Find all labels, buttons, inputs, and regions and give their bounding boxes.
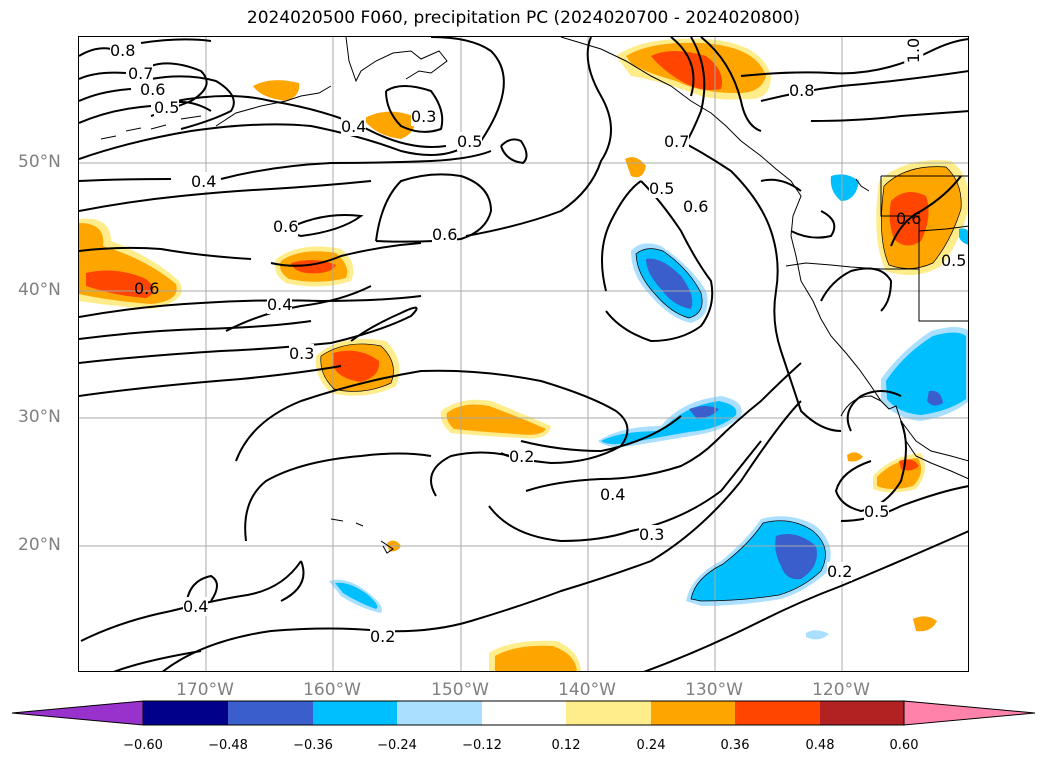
colorbar-seg (143, 701, 228, 725)
contour-label: 0.2 (370, 627, 396, 646)
contour-label: 0.3 (289, 344, 315, 363)
fill-136w-small (625, 157, 646, 178)
fill-128w-18n-strong (775, 533, 817, 580)
colorbar-seg (397, 701, 482, 725)
fill-socal-mid (886, 332, 966, 415)
colorbar-tick: 0.36 (720, 738, 750, 753)
contour-label: 0.7 (664, 132, 690, 151)
colorbar-tick: −0.60 (123, 738, 163, 753)
lon-label-130w: 130°W (685, 680, 743, 700)
colorbar-tick: 0.24 (636, 738, 666, 753)
contour-label: 0.2 (509, 447, 535, 466)
colorbar-seg (651, 701, 735, 725)
contour-label: 1.0 (904, 37, 924, 64)
colorbar-seg (313, 701, 397, 725)
lat-label-30n: 30°N (18, 407, 61, 427)
colorbar-tick: 0.60 (889, 738, 919, 753)
contour-label: 0.2 (827, 562, 853, 581)
contour-label: 0.8 (789, 81, 815, 100)
fill-seattle-blue (830, 174, 859, 201)
fill-130w-31n-strong (689, 406, 719, 419)
colorbar-tick: −0.12 (462, 738, 502, 753)
lon-label-150w: 150°W (431, 680, 489, 700)
map-panel: 0.8 0.7 0.6 0.5 0.4 0.3 0.5 0.4 0.6 0.6 … (78, 36, 969, 672)
contour-label: 0.6 (273, 217, 299, 236)
fill-socal-strong (927, 390, 943, 406)
fill-aleutian-small (253, 80, 300, 101)
fill-135w-42n-strong (646, 258, 693, 309)
colorbar-seg (482, 701, 566, 725)
contour-label: 0.4 (600, 485, 626, 504)
contour-label: 0.3 (639, 525, 665, 544)
lon-label-140w: 140°W (558, 680, 616, 700)
contour-label: 0.4 (183, 597, 209, 616)
contour-label: 0.7 (128, 64, 154, 83)
fill-125w-small (847, 452, 863, 462)
fill-150w-30n-mid (446, 404, 546, 435)
contour-label: 0.6 (432, 225, 458, 244)
fill-hawaii-blue-mid (335, 582, 378, 609)
map-title: 2024020500 F060, precipitation PC (20240… (246, 8, 801, 28)
fill-east-edge-blue (959, 228, 968, 245)
colorbar-tick: −0.36 (293, 738, 333, 753)
colorbar-tick: −0.24 (377, 738, 417, 753)
contour-label: 0.4 (341, 117, 367, 136)
contour-lines (79, 37, 968, 671)
fill-outlines (320, 166, 962, 602)
positive-anomaly-fills (79, 38, 968, 671)
lat-label-20n: 20°N (18, 535, 61, 555)
contour-label: 0.5 (864, 502, 890, 521)
fill-se-small-blue (806, 630, 829, 640)
colorbar-seg (735, 701, 820, 725)
contour-label: 0.3 (411, 107, 437, 126)
fill-160w-34n-strong (333, 350, 380, 382)
contour-label: 0.4 (191, 172, 217, 191)
lat-label-40n: 40°N (18, 280, 61, 300)
colorbar-seg (228, 701, 313, 725)
coastlines (100, 37, 968, 554)
contour-label: 0.6 (683, 197, 709, 216)
contour-label: 0.8 (110, 41, 136, 60)
contour-label: 0.6 (140, 80, 166, 99)
contour-label: 0.6 (896, 209, 922, 228)
fill-140w-edge-mid (495, 645, 577, 671)
colorbar-seg (820, 701, 904, 725)
lon-label-170w: 170°W (176, 680, 234, 700)
contour-label: 0.5 (649, 179, 675, 198)
lat-label-50n: 50°N (18, 152, 61, 172)
lon-label-120w: 120°W (812, 680, 870, 700)
negative-anomaly-fills (329, 174, 968, 640)
fill-gulf-alaska-small (363, 111, 415, 139)
lon-label-160w: 160°W (303, 680, 361, 700)
fill-160w-42n-strong (291, 259, 336, 274)
colorbar-arrow-right (903, 700, 1036, 726)
colorbar-seg (566, 701, 651, 725)
contour-label: 0.5 (154, 98, 180, 117)
colorbar (11, 700, 1036, 726)
contour-label: 0.5 (457, 132, 483, 151)
colorbar-arrow-left (11, 700, 144, 726)
colorbar-tick: −0.48 (208, 738, 248, 753)
colorbar-tick: 0.48 (805, 738, 835, 753)
contour-label: 0.6 (134, 279, 160, 298)
contour-label: 0.5 (941, 251, 967, 270)
contour-label: 0.4 (267, 295, 293, 314)
fill-mexico-small (913, 616, 937, 632)
colorbar-tick: 0.12 (551, 738, 581, 753)
